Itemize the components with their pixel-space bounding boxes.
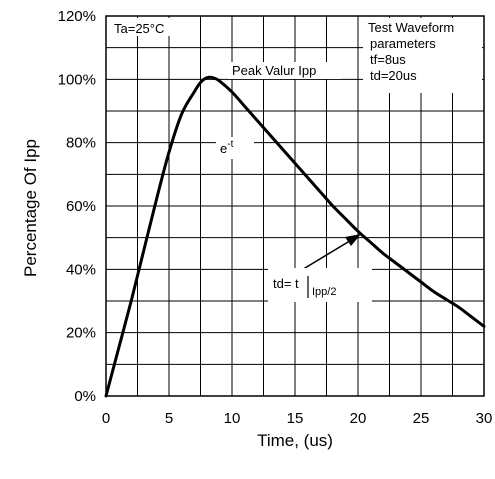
y-tick-label: 100% <box>58 71 96 88</box>
x-tick-label: 10 <box>224 410 241 427</box>
td-arrow-head <box>345 234 361 246</box>
peak-value-label: Peak Valur Ipp <box>232 63 316 78</box>
td-param: td=20us <box>370 68 417 83</box>
x-tick-label: 25 <box>413 410 430 427</box>
td-label: td= t <box>273 276 299 291</box>
x-tick-label: 30 <box>476 410 493 427</box>
decay-exponent: -t <box>227 139 233 150</box>
x-axis-title: Time, (us) <box>257 431 333 450</box>
td-arrow-shaft <box>299 238 354 272</box>
decay-label: e-t <box>220 139 234 156</box>
y-tick-label: 60% <box>66 198 96 215</box>
y-tick-label: 120% <box>58 8 96 25</box>
test-params-subtitle: parameters <box>370 36 436 51</box>
td-subscript: Ipp/2 <box>312 286 336 298</box>
decay-label-box <box>216 137 254 159</box>
test-params-box <box>363 18 482 93</box>
test-params-title: Test Waveform <box>368 20 454 35</box>
td-label-box <box>268 268 372 302</box>
y-tick-labels: 0% 20% 40% 60% 80% 100% 120% <box>58 8 96 405</box>
y-tick-label: 0% <box>74 388 96 405</box>
decay-base: e <box>220 141 227 156</box>
x-tick-label: 5 <box>165 410 173 427</box>
x-tick-label: 15 <box>287 410 304 427</box>
x-tick-labels: 0 5 10 15 20 25 30 <box>102 410 493 427</box>
series-line <box>104 75 486 398</box>
y-axis-title: Percentage Of Ipp <box>21 139 40 277</box>
y-tick-label: 80% <box>66 135 96 152</box>
x-tick-label: 0 <box>102 410 110 427</box>
x-tick-label: 20 <box>350 410 367 427</box>
peak-label-box <box>228 62 341 79</box>
ambient-box <box>108 18 184 36</box>
y-tick-label: 40% <box>66 261 96 278</box>
tf-param: tf=8us <box>370 52 406 67</box>
ambient-temp-label: Ta=25°C <box>114 21 164 36</box>
y-tick-label: 20% <box>66 325 96 342</box>
plot-frame <box>105 15 485 397</box>
